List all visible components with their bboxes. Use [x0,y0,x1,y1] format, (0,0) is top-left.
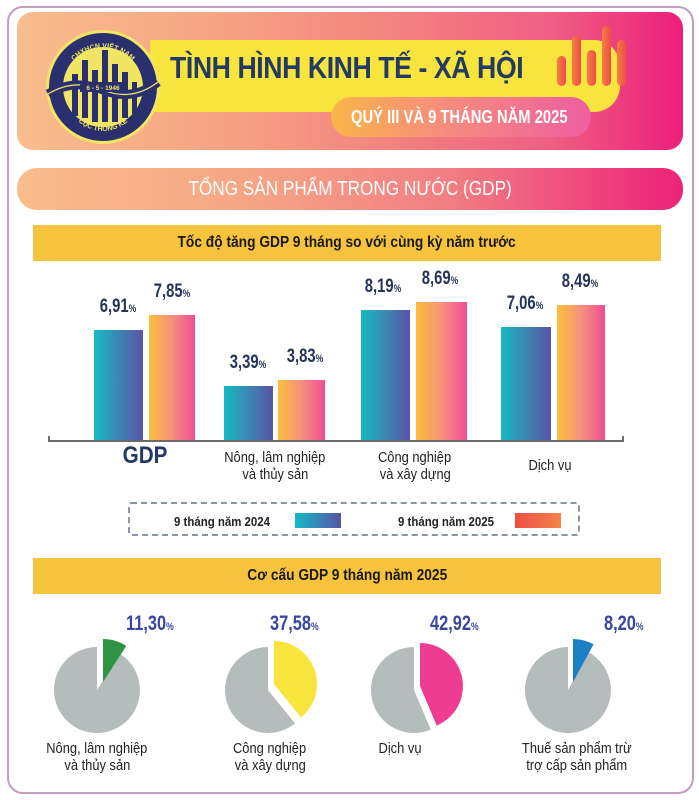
category-label-agriculture: Nông, lâm nghiệp và thủy sản [224,449,326,483]
growth-chart-title-band: Tốc độ tăng GDP 9 tháng so với cùng kỳ n… [33,225,661,261]
pie-label-services: Dịch vụ [378,740,422,757]
category-label-industry: Công nghiệp và xây dựng [378,449,452,483]
svg-text:6 - 5 - 1946: 6 - 5 - 1946 [86,85,120,92]
chart-legend: 9 tháng năm 2024 9 tháng năm 2025 [128,502,580,536]
x-axis-tick-right [622,436,624,442]
structure-chart-title: Cơ cấu GDP 9 tháng năm 2025 [247,567,447,584]
value-label-services-2025: 8,49% [561,271,599,292]
value-label-agriculture-2024: 3,39% [229,352,267,373]
pie-label-industry: Công nghiệp và xây dựng [233,740,307,774]
bar-gdp-2025 [149,315,195,440]
value-label-gdp-2025: 7,85% [153,281,191,302]
bar-gdp-2024 [94,330,143,440]
pie-value-agriculture: 11,30% [126,612,174,635]
growth-chart-title: Tốc độ tăng GDP 9 tháng so với cùng kỳ n… [177,234,517,251]
bar-agriculture-2025 [278,380,325,440]
pie-value-industry: 37,58% [270,612,319,635]
category-label-services: Dịch vụ [528,457,572,474]
pie-label-taxes: Thuế sản phẩm trừ trợ cấp sản phẩm [522,740,632,774]
subtitle-pill [331,97,591,137]
legend-swatch-2024 [295,513,341,528]
value-label-services-2024: 7,06% [506,293,544,314]
bar-chart-icon [557,26,626,86]
bar-services-2024 [501,327,551,440]
bar-services-2025 [557,305,605,440]
legend-swatch-2025 [515,513,561,528]
bar-industry-2024 [361,310,410,440]
pie-value-services: 42,92% [430,612,479,635]
value-label-industry-2024: 8,19% [364,276,402,297]
gso-emblem-icon: 6 - 5 - 1946 CHXHCN VIỆT NAM CỤC THỐNG K… [45,30,161,144]
pie-value-taxes: 8,20% [604,612,644,635]
infographic-frame [7,6,694,794]
pie-slice-agriculture [103,639,127,682]
value-label-industry-2025: 8,69% [421,268,459,289]
legend-label-2024: 9 tháng năm 2024 [174,514,271,529]
x-axis-tick-left [48,436,50,442]
pie-slice-industry [274,641,318,718]
value-label-gdp-2024: 6,91% [99,296,137,317]
section-title: TỔNG SẢN PHẨM TRONG NƯỚC (GDP) [188,178,512,200]
bar-industry-2025 [416,302,467,440]
pie-services [370,643,463,733]
pie-taxes [524,639,611,733]
page-subtitle: QUÝ III VÀ 9 THÁNG NĂM 2025 [351,107,568,127]
pie-slice-taxes [573,639,594,682]
pie-label-agriculture: Nông, lâm nghiệp và thủy sản [46,740,148,774]
pie-agriculture [53,639,140,733]
x-axis [48,440,624,442]
value-label-agriculture-2025: 3,83% [286,346,324,367]
legend-label-2025: 9 tháng năm 2025 [398,514,495,529]
pie-industry [225,641,318,733]
page-title: TÌNH HÌNH KINH TẾ - XÃ HỘI [170,50,524,85]
bar-agriculture-2024 [224,386,273,440]
category-label-gdp: GDP [122,442,168,469]
structure-chart-title-band: Cơ cấu GDP 9 tháng năm 2025 [33,558,661,594]
section-header-gdp: TỔNG SẢN PHẨM TRONG NƯỚC (GDP) [17,168,683,210]
pie-slice-services [420,643,463,726]
